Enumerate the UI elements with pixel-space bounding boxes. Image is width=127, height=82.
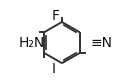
Text: ≡N: ≡N	[90, 36, 112, 50]
Text: I: I	[51, 62, 55, 76]
Text: H₂N: H₂N	[18, 36, 45, 50]
Text: F: F	[51, 9, 59, 23]
